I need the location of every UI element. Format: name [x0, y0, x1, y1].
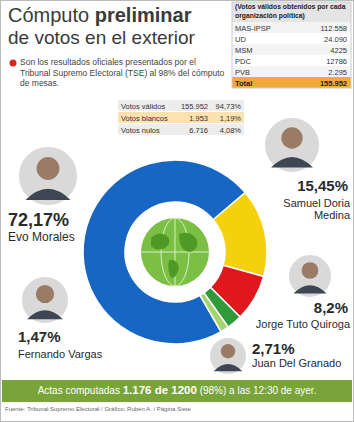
photo — [264, 117, 320, 173]
photo-body — [214, 364, 243, 371]
party-name: PDC — [235, 57, 251, 66]
party-name: UD — [235, 35, 246, 44]
photo-head — [37, 157, 60, 180]
donut-hole — [127, 204, 223, 300]
data-label: 1,47% — [18, 328, 61, 345]
footer-text: Actas computadas 1.176 de 1200 (98%) a l… — [2, 384, 352, 396]
globe-land — [151, 233, 170, 249]
party-name: PVB — [235, 68, 250, 77]
title-bold: preliminar — [95, 4, 192, 26]
table-row-bg — [232, 22, 351, 33]
photo-head — [302, 262, 319, 279]
photo-head — [221, 344, 235, 358]
table-total-bg — [232, 77, 351, 88]
globe — [141, 218, 209, 286]
party-votes: 2.295 — [292, 68, 347, 77]
votes-count: 6.716 — [174, 126, 208, 135]
donut-slice — [83, 160, 245, 344]
table-row-bg — [232, 66, 351, 77]
votes-percent: 94,73% — [208, 102, 241, 111]
table-row-bg — [232, 44, 351, 55]
table-header-bg — [232, 2, 351, 22]
infographic: Cómputo preliminarde votos en el exterio… — [0, 0, 354, 422]
votes-label: Votos nulos — [121, 126, 160, 135]
data-label: 8,2% — [250, 299, 348, 316]
party-votes: 24.090 — [292, 35, 347, 44]
footer-part: Actas computadas — [38, 385, 120, 396]
votes-label: Votos válidos — [121, 102, 165, 111]
votes-row-bg — [118, 112, 244, 123]
party-name: MSM — [235, 46, 253, 55]
subtitle: Son los resultados oficiales presentados… — [20, 57, 225, 89]
globe-land — [168, 260, 179, 278]
party-votes: 4225 — [292, 46, 347, 55]
title-space — [89, 4, 95, 26]
title-line-2: de votos en el exterior — [8, 27, 195, 49]
total-label: Total — [235, 79, 252, 88]
photo — [288, 254, 332, 298]
votes-count: 1.953 — [174, 114, 208, 123]
votes-count: 155.952 — [174, 102, 208, 111]
photo-body — [27, 310, 63, 319]
candidate-name: Fernando Vargas — [18, 348, 118, 360]
photo-head — [281, 127, 302, 148]
party-votes: 12786 — [292, 57, 347, 66]
data-label: 2,71% — [252, 340, 295, 357]
footer-part: (98%) a las 12:30 de ayer. — [200, 385, 317, 396]
votes-percent: 4,08% — [208, 126, 241, 135]
photo — [18, 146, 78, 206]
photo-head — [36, 285, 54, 303]
votes-row-bg — [118, 100, 244, 111]
bullet — [10, 60, 17, 67]
data-label: 72,17% — [8, 210, 69, 231]
table-header: (Votos válidos obtenidos por cada organi… — [235, 3, 348, 20]
photo — [21, 276, 69, 324]
photo-body — [26, 189, 71, 200]
candidate-name: Samuel Doria Medina — [262, 197, 350, 221]
photo-body — [294, 285, 327, 293]
party-votes: 112.558 — [292, 24, 347, 33]
candidate-name: Juan Del Granado — [252, 357, 352, 369]
globe-land — [179, 233, 197, 252]
data-label: 15,45% — [240, 177, 348, 194]
table-row-bg — [232, 33, 351, 44]
footer-space — [197, 385, 200, 396]
candidate-name: Jorge Tuto Quiroga — [230, 318, 350, 330]
party-name: MAS-IPSP — [235, 24, 271, 33]
table-row-bg — [232, 55, 351, 66]
votes-percent: 1,19% — [208, 114, 241, 123]
frame — [1, 1, 354, 422]
votes-row-bg — [118, 124, 244, 135]
table-border — [232, 2, 351, 88]
photo-body — [271, 157, 313, 168]
total-votes: 155.952 — [292, 79, 347, 88]
footer-space — [120, 385, 123, 396]
footer-bar — [2, 380, 352, 402]
photo — [209, 337, 247, 375]
donut-slice — [200, 293, 228, 332]
candidate-name: Evo Morales — [8, 231, 98, 243]
footer-bold: 1.176 de 1200 — [123, 384, 197, 396]
source: Fuente: Tribunal Supremo Electoral / Grá… — [5, 406, 191, 412]
title-line-1: Cómputo preliminar — [8, 4, 191, 27]
votes-label: Votos blancos — [121, 114, 168, 123]
title-normal: Cómputo — [8, 4, 89, 26]
